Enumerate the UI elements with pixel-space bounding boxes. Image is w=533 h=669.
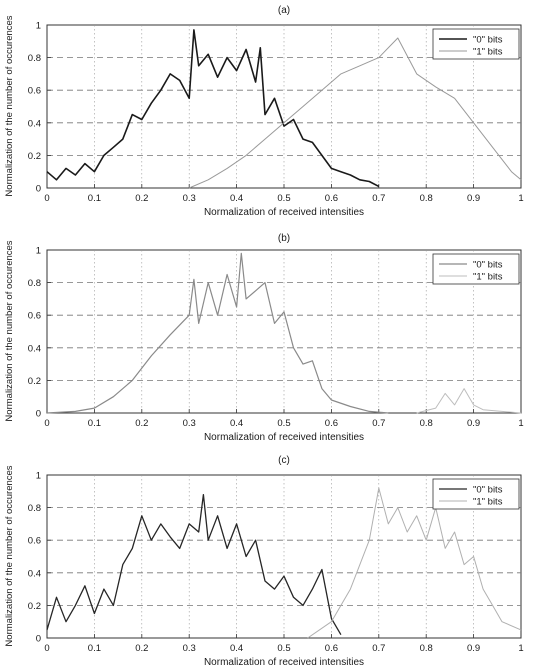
x-tick-label: 0 [44,643,49,654]
x-tick-label: 0 [44,193,49,204]
y-tick-label: 0.4 [28,568,41,579]
x-tick-label: 0.3 [183,643,196,654]
y-tick-label: 0.4 [28,343,41,354]
x-tick-label: 0.9 [467,418,480,429]
chart-panel-1: (a) 0 0.1 0.2 0.3 0.4 0.5 0.6 0.7 0.8 0.9 1 0 0.2 0.4 0… [4,5,524,218]
legend-label: "0" bits [473,260,503,271]
y-tick-label: 1 [36,246,41,257]
legend-box [432,478,520,510]
y-axis-label: Normalization of the number of occurence… [4,15,15,196]
x-tick-label: 0.6 [325,418,338,429]
legend-label: "0" bits [473,35,503,46]
x-tick-label: 0.5 [277,193,290,204]
series-line-zero-bits [46,252,389,414]
x-tick-label: 0.1 [88,418,101,429]
x-tick-label: 0.2 [135,418,148,429]
y-tick-label: 0 [36,409,41,420]
x-tick-label: 0.9 [467,193,480,204]
x-tick-label: 0.9 [467,643,480,654]
y-tick-label: 1 [36,21,41,32]
x-axis-label: Normalization of received intensities [204,657,364,668]
x-tick-label: 0.4 [230,418,243,429]
series-line-zero-bits [46,493,342,636]
x-tick-label: 0.1 [88,643,101,654]
panel-title: (b) [278,233,290,244]
y-tick-label: 0 [36,184,41,195]
x-axis-label: Normalization of received intensities [204,207,364,218]
legend-box [432,253,520,285]
y-tick-label: 0.2 [28,151,41,162]
panel-title: (c) [278,455,290,466]
legend-label: "0" bits [473,485,503,496]
y-tick-label: 0.4 [28,118,41,129]
y-tick-label: 0.6 [28,86,41,97]
series-line-zero-bits [46,29,380,188]
y-tick-label: 0.8 [28,278,41,289]
y-axis-label: Normalization of the number of occurence… [4,240,15,421]
legend-label: "1" bits [473,47,503,58]
legend-box [432,28,520,60]
x-tick-label: 1 [518,193,523,204]
y-axis-label: Normalization of the number of occurence… [4,465,15,646]
y-tick-label: 0.8 [28,503,41,514]
x-tick-label: 0.7 [372,418,385,429]
legend: "0" bits"1" bits [432,253,520,285]
x-tick-label: 0.5 [277,418,290,429]
x-tick-label: 0 [44,418,49,429]
y-tick-label: 0.6 [28,536,41,547]
x-tick-label: 0.5 [277,643,290,654]
y-tick-label: 0.2 [28,376,41,387]
legend: "0" bits"1" bits [432,478,520,510]
chart-panel-2: (b) 0 0.1 0.2 0.3 0.4 0.5 0.6 0.7 0.8 0.9 1 0 0.2 0.4 0… [4,233,524,443]
x-tick-label: 0.7 [372,193,385,204]
x-tick-label: 0.6 [325,193,338,204]
series-line-one-bits [416,388,522,414]
x-tick-label: 1 [518,418,523,429]
x-tick-label: 0.8 [420,193,433,204]
x-tick-label: 0.2 [135,193,148,204]
x-tick-label: 0.3 [183,418,196,429]
x-tick-label: 0.8 [420,418,433,429]
y-tick-label: 0 [36,634,41,645]
x-tick-label: 0.3 [183,193,196,204]
series-line-one-bits [189,37,522,189]
legend-label: "1" bits [473,272,503,283]
y-tick-label: 0.8 [28,53,41,64]
y-tick-label: 0.2 [28,601,41,612]
chart-panel-3: (c) 0 0.1 0.2 0.3 0.4 0.5 0.6 0.7 0.8 0.9 1 0 0.2 0.4 0… [4,455,524,668]
x-tick-label: 0.4 [230,193,243,204]
x-tick-label: 0.7 [372,643,385,654]
x-tick-label: 0.4 [230,643,243,654]
panel-title: (a) [278,5,290,16]
x-tick-label: 0.1 [88,193,101,204]
x-tick-label: 0.6 [325,643,338,654]
x-tick-label: 0.8 [420,643,433,654]
x-tick-label: 0.2 [135,643,148,654]
x-tick-label: 1 [518,643,523,654]
y-tick-label: 1 [36,471,41,482]
legend: "0" bits"1" bits [432,28,520,60]
x-axis-label: Normalization of received intensities [204,432,364,443]
y-tick-label: 0.6 [28,311,41,322]
series-line-one-bits [307,487,522,639]
legend-label: "1" bits [473,497,503,508]
